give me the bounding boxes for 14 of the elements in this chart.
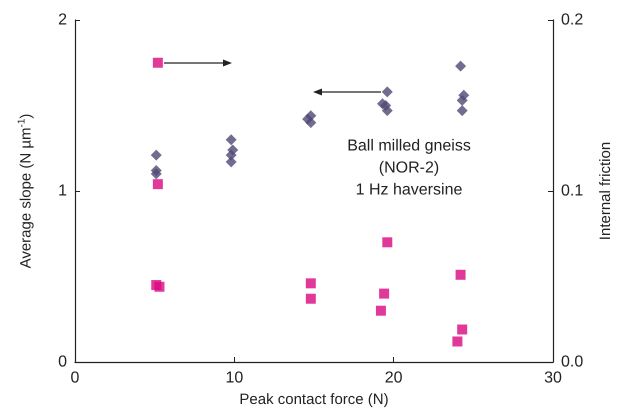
x-tick-label: 20 — [384, 370, 403, 386]
y-axis-title: Average slope (N µm-1) — [16, 114, 34, 268]
y2-tick-label: 0.2 — [561, 12, 584, 28]
y-tick-label: 2 — [58, 12, 68, 28]
x-tick-label: 30 — [544, 370, 562, 386]
annotation: Ball milled gneiss (NOR-2) 1 Hz haversine — [347, 138, 471, 198]
x-axis-title: Peak contact force (N) — [239, 391, 389, 408]
y2-tick-label: 0.1 — [561, 182, 584, 200]
y2-axis-title: Internal friction — [597, 142, 614, 240]
y-tick-label: 1 — [58, 182, 68, 200]
y2-tick-label: 0.0 — [561, 354, 584, 370]
y-tick-label: 0 — [58, 354, 68, 370]
x-tick-label: 0 — [70, 370, 80, 386]
x-tick-label: 10 — [225, 370, 244, 386]
